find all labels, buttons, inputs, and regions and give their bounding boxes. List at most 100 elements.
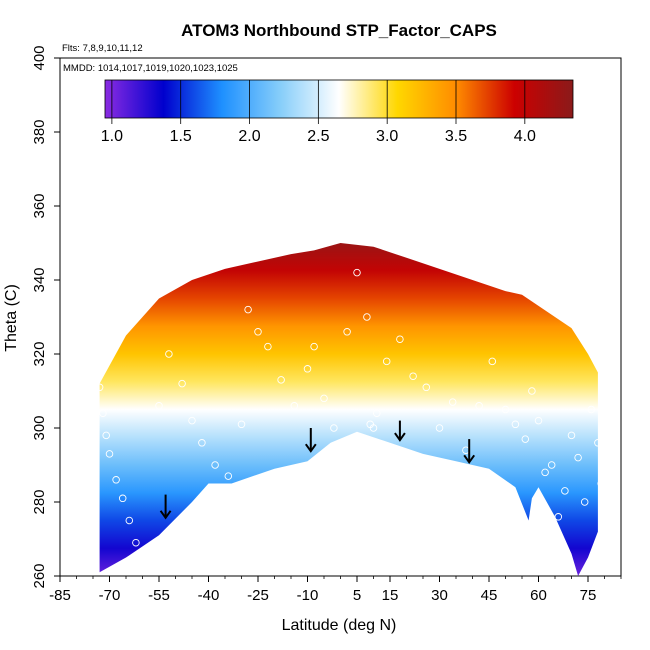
- mmdd-label: MMDD: 1014,1017,1019,1020,1023,1025: [63, 63, 238, 74]
- observation-point: [435, 424, 444, 432]
- y-tick-label: 400: [31, 45, 48, 70]
- observation-point: [145, 550, 153, 558]
- x-tick-label: 60: [530, 587, 547, 604]
- observation-point: [511, 420, 520, 429]
- arrow-markers: [159, 420, 476, 520]
- observation-point: [422, 383, 431, 392]
- down-arrow: [304, 428, 317, 453]
- flights-label: Flts: 7,8,9,10,11,12: [62, 43, 143, 54]
- heatmap-field: [99, 243, 598, 576]
- observation-point: [155, 402, 163, 410]
- x-tick-label: 75: [580, 587, 597, 604]
- y-axis: 260 280 300 320 340 360 380 400: [31, 45, 60, 589]
- observation-point: [303, 365, 312, 373]
- observation-point: [244, 305, 252, 314]
- observation-point: [567, 431, 576, 440]
- x-tick-label: 45: [481, 587, 498, 604]
- observation-point: [488, 357, 497, 366]
- observation-point: [574, 453, 582, 462]
- colorbar: [104, 79, 574, 119]
- observation-point: [587, 405, 596, 414]
- colorbar-tick-label: 1.5: [170, 128, 192, 145]
- observation-point: [178, 379, 186, 388]
- observation-point: [448, 398, 457, 406]
- observation-point: [290, 402, 299, 410]
- observation-point: [105, 450, 114, 458]
- observation-point: [198, 439, 206, 447]
- observation-point: [320, 394, 328, 403]
- observation-point: [132, 538, 140, 547]
- observation-point: [369, 424, 378, 432]
- observation-point: [554, 513, 563, 521]
- observation-point: [594, 439, 602, 447]
- x-tick-label: -25: [247, 587, 269, 604]
- observation-point: [330, 424, 338, 432]
- observation-point: [382, 357, 391, 366]
- observation-point: [534, 416, 543, 425]
- y-axis-label: Theta (C): [3, 284, 20, 352]
- down-arrow: [159, 494, 172, 520]
- observation-point: [580, 498, 589, 506]
- x-tick-label: 30: [431, 587, 448, 604]
- observation-point: [138, 564, 147, 573]
- observation-point: [561, 487, 569, 495]
- y-tick-label: 280: [31, 489, 48, 514]
- chart-title: ATOM3 Northbound STP_Factor_CAPS: [181, 21, 497, 40]
- colorbar-tick-label: 2.0: [238, 128, 260, 145]
- observation-point: [95, 383, 104, 392]
- observation-point: [102, 431, 110, 440]
- y-tick-label: 380: [31, 119, 48, 144]
- observation-point: [264, 342, 272, 351]
- observation-point: [224, 472, 233, 480]
- x-axis-label: Latitude (deg N): [282, 617, 397, 634]
- observation-point: [99, 409, 107, 417]
- y-tick-label: 360: [31, 193, 48, 218]
- down-arrow: [463, 439, 476, 465]
- down-arrow: [394, 420, 406, 442]
- observation-point: [373, 409, 381, 417]
- x-axis: -85 -70 -55 -40 -25 -10 5 15 30 45 60 75: [49, 576, 622, 604]
- y-tick-label: 260: [31, 563, 48, 588]
- y-tick-label: 340: [31, 267, 48, 292]
- colorbar-tick-label: 3.0: [376, 128, 398, 145]
- colorbar-tick-label: 3.5: [445, 128, 467, 145]
- observation-point: [277, 376, 285, 384]
- x-tick-label: -55: [148, 587, 170, 604]
- colorbar-tick-label: 2.5: [307, 128, 329, 145]
- y-tick-label: 320: [31, 341, 48, 366]
- observation-point: [521, 435, 530, 443]
- observation-point: [211, 461, 219, 469]
- observation-point: [363, 313, 371, 321]
- colorbar-tick-label: 1.0: [101, 128, 123, 145]
- observation-points: [95, 268, 605, 573]
- colorbar-ticks: 1.0 1.5 2.0 2.5 3.0 3.5 4.0: [101, 80, 536, 145]
- observation-point: [396, 335, 404, 343]
- observation-point: [343, 328, 351, 336]
- x-tick-label: -85: [49, 587, 71, 604]
- y-tick-label: 300: [31, 415, 48, 440]
- plot-area: [95, 243, 605, 576]
- observation-point: [597, 479, 605, 488]
- x-tick-label: -10: [297, 587, 319, 604]
- observation-point: [409, 372, 417, 380]
- x-tick-label: -70: [99, 587, 121, 604]
- observation-point: [237, 420, 246, 429]
- observation-point: [475, 402, 483, 410]
- observation-point: [188, 416, 196, 425]
- observation-point: [165, 350, 173, 358]
- observation-point: [541, 468, 549, 477]
- observation-point: [112, 476, 120, 484]
- observation-point: [547, 461, 556, 469]
- observation-point: [528, 387, 536, 395]
- x-tick-label: 5: [353, 587, 361, 604]
- observation-point: [118, 494, 127, 503]
- observation-point: [125, 516, 134, 525]
- observation-point: [353, 268, 361, 277]
- x-tick-label: 15: [382, 587, 399, 604]
- observation-point: [254, 328, 262, 336]
- x-tick-label: -40: [198, 587, 220, 604]
- observation-point: [310, 342, 318, 351]
- colorbar-tick-label: 4.0: [514, 128, 536, 145]
- observation-point: [501, 405, 510, 414]
